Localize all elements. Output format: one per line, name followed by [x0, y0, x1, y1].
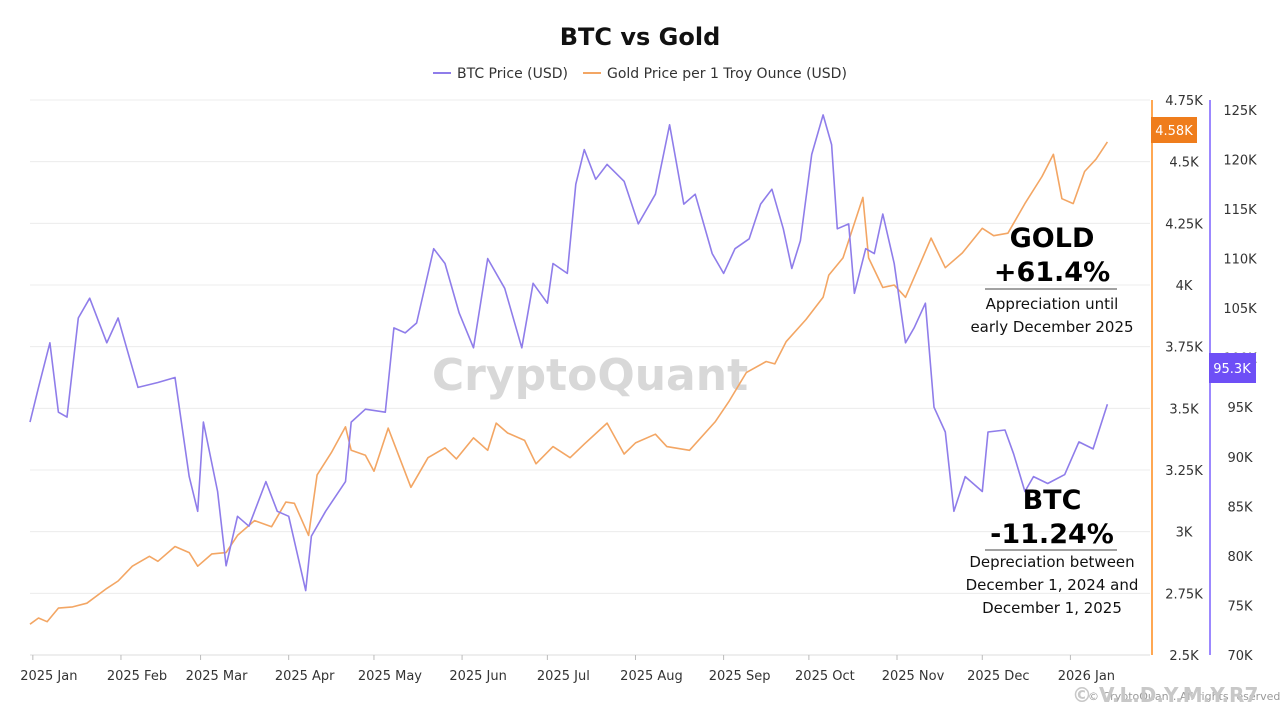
btc-annotation-percent: -11.24% [990, 519, 1114, 550]
legend: BTC Price (USD) Gold Price per 1 Troy Ou… [433, 66, 847, 82]
legend-gold-label[interactable]: Gold Price per 1 Troy Ounce (USD) [607, 66, 847, 82]
btc-axis-tick: 105K [1223, 302, 1257, 317]
copyright-credit: © CryptoQuant. All rights reserved [1088, 690, 1280, 703]
gold-axis-tick: 3.75K [1165, 341, 1203, 356]
series-layer [29, 114, 1109, 625]
btc-axis-tick: 110K [1223, 253, 1257, 268]
gold-axis-tick: 4.25K [1165, 217, 1203, 232]
gold-axis-tick: 3.25K [1165, 464, 1203, 479]
gold-annotation-line-2: early December 2025 [970, 318, 1133, 336]
x-axis-tick-label: 2025 Aug [620, 669, 683, 684]
btc-price-line[interactable] [29, 114, 1109, 592]
x-axis-tick-label: 2026 Jan [1058, 669, 1115, 684]
btc-axis-tick: 120K [1223, 153, 1257, 168]
btc-annotation-title: BTC [1023, 485, 1082, 516]
gold-axis: 2.5K 2.75K 3K 3.25K 3.5K 3.75K 4K 4.25K 4.5K 4.75… [1151, 94, 1203, 664]
gold-price-line[interactable] [29, 141, 1109, 625]
x-axis-tick-label: 2025 May [358, 669, 422, 684]
btc-annotation: BTC -11.24% Depreciation between Decembe… [966, 485, 1139, 617]
gold-annotation: GOLD +61.4% Appreciation until early Dec… [970, 223, 1133, 336]
x-axis-tick-label: 2025 Mar [186, 669, 248, 684]
btc-axis-tick: 70K [1227, 649, 1253, 664]
x-axis-tick-label: 2025 Nov [882, 669, 945, 684]
x-axis-tick-label: 2025 Feb [107, 669, 167, 684]
btc-axis-tick: 75K [1227, 599, 1253, 614]
btc-axis-tick: 125K [1223, 104, 1257, 119]
btc-axis-tick: 85K [1227, 500, 1253, 515]
gold-axis-tick: 2.75K [1165, 587, 1203, 602]
x-axis-tick-label: 2025 Oct [795, 669, 855, 684]
x-axis-tick-label: 2025 Dec [967, 669, 1029, 684]
btc-badge-value: 95.3K [1213, 362, 1251, 377]
gold-axis-tick: 4K [1176, 279, 1193, 294]
btc-axis-tick: 90K [1227, 451, 1253, 466]
btc-last-value-badge: 95.3K [1209, 353, 1256, 383]
legend-btc-label[interactable]: BTC Price (USD) [457, 66, 568, 82]
btc-axis-tick: 80K [1227, 550, 1253, 565]
gold-axis-tick: 4.5K [1169, 156, 1199, 171]
btc-annotation-line-3: December 1, 2025 [982, 599, 1122, 617]
x-axis-tick-label: 2025 Jul [537, 669, 590, 684]
x-axis-tick-label: 2025 Jan [20, 669, 77, 684]
gold-annotation-percent: +61.4% [994, 257, 1110, 288]
btc-axis-tick: 115K [1223, 203, 1257, 218]
x-axis: 2025 Jan 2025 Feb 2025 Mar 2025 Apr 2025 May… [20, 654, 1150, 684]
btc-annotation-line-2: December 1, 2024 and [966, 576, 1139, 594]
gold-axis-tick: 3K [1176, 526, 1193, 541]
btc-axis-tick: 95K [1227, 401, 1253, 416]
btc-annotation-line-1: Depreciation between [969, 553, 1134, 571]
gold-axis-tick: 3.5K [1169, 402, 1199, 417]
x-axis-tick-label: 2025 Jun [449, 669, 507, 684]
gold-annotation-title: GOLD [1010, 223, 1095, 254]
chart-title: BTC vs Gold [560, 23, 721, 51]
gold-badge-bg [1151, 117, 1197, 143]
x-axis-tick-label: 2025 Sep [709, 669, 771, 684]
author-watermark: © V.L.D.Y.M.Y.R7 [1072, 683, 1258, 707]
gold-axis-tick: 2.5K [1169, 649, 1199, 664]
x-axis-tick-label: 2025 Apr [275, 669, 335, 684]
gold-annotation-line-1: Appreciation until [986, 295, 1119, 313]
gold-axis-tick: 4.75K [1165, 94, 1203, 109]
watermark: CryptoQuant [432, 350, 748, 401]
btc-badge-bg [1209, 353, 1256, 383]
gold-last-value-badge: 4.58K [1151, 117, 1197, 143]
gold-badge-value: 4.58K [1155, 124, 1193, 139]
